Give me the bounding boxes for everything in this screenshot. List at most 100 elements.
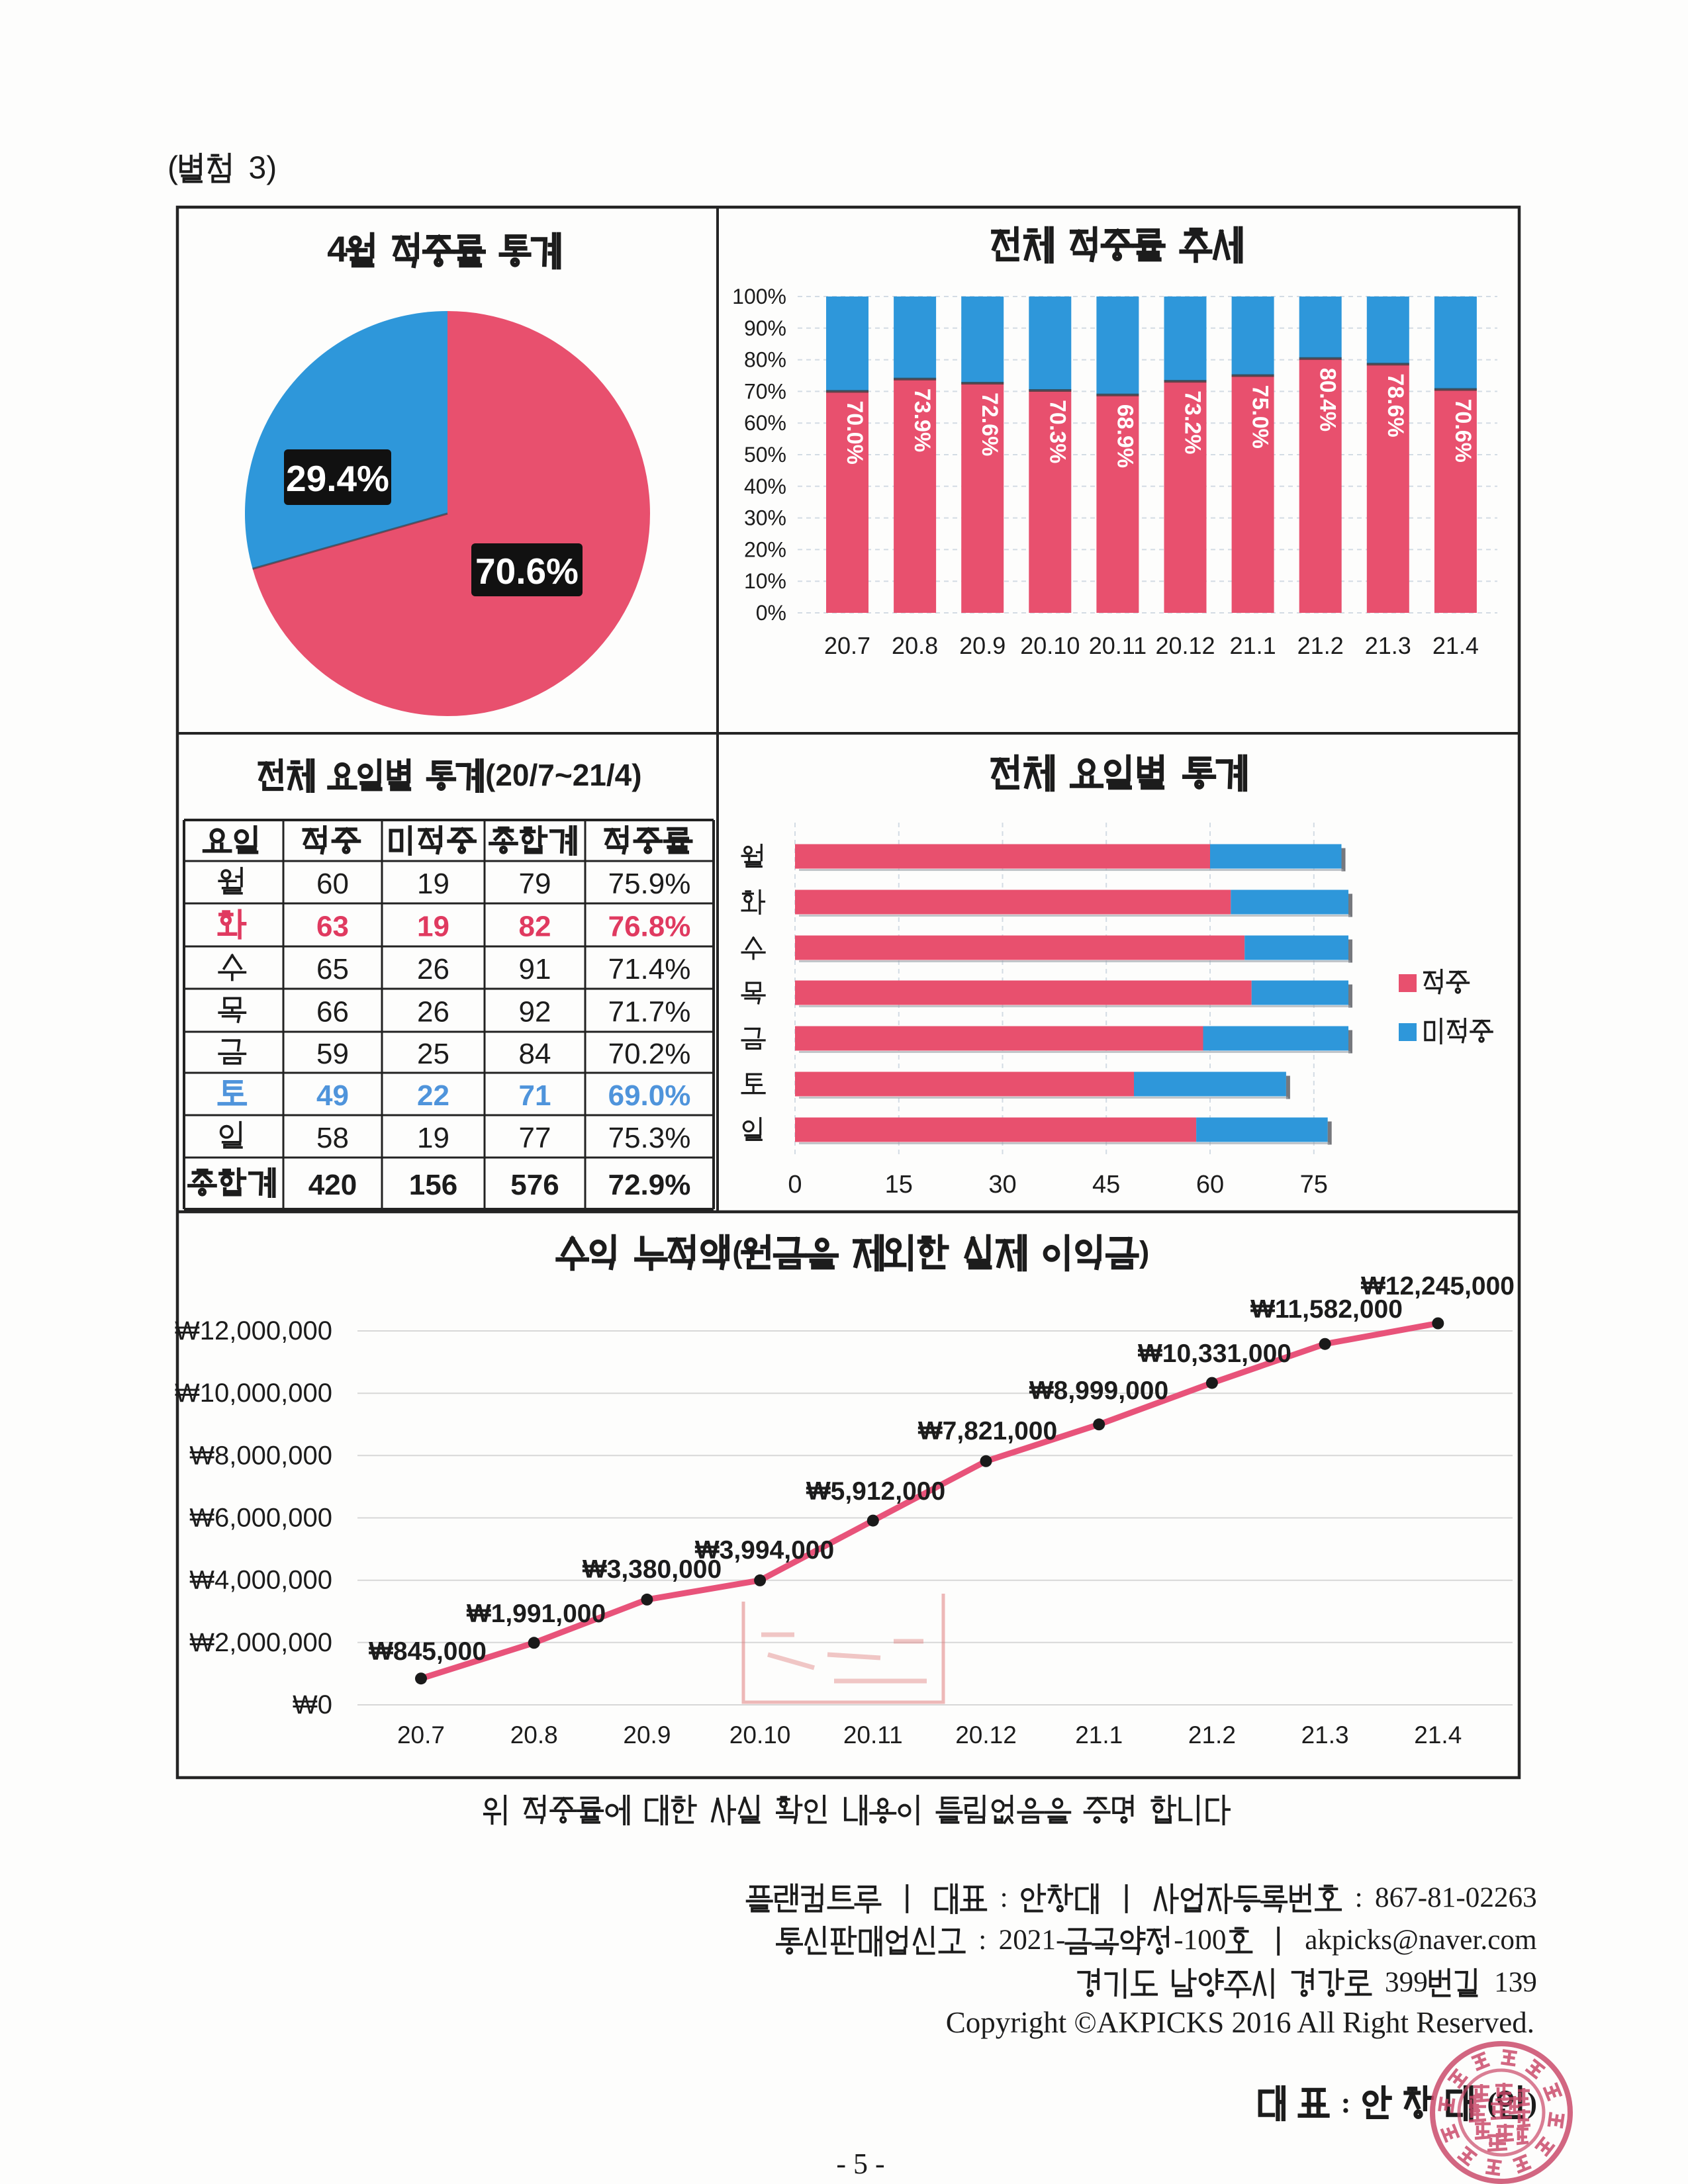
svg-text:₩8,999,000: ₩8,999,000 <box>1029 1377 1168 1405</box>
svg-text:72.6%: 72.6% <box>977 392 1002 456</box>
svg-text:80%: 80% <box>744 348 786 372</box>
svg-text:399: 399 <box>1385 1967 1428 1998</box>
svg-text:20.12: 20.12 <box>1155 632 1215 659</box>
svg-text:50%: 50% <box>744 443 786 467</box>
svg-text:21.1: 21.1 <box>1230 632 1276 659</box>
svg-text:92: 92 <box>519 996 551 1028</box>
svg-text:58: 58 <box>316 1122 349 1154</box>
svg-text:867-81-02263: 867-81-02263 <box>1375 1882 1537 1913</box>
svg-text:139: 139 <box>1494 1967 1537 1998</box>
svg-text:₩7,821,000: ₩7,821,000 <box>918 1417 1057 1445</box>
svg-text:19: 19 <box>417 911 449 943</box>
svg-text:60: 60 <box>1196 1171 1224 1199</box>
svg-text:70.6%: 70.6% <box>1450 399 1476 463</box>
svg-text:₩10,331,000: ₩10,331,000 <box>1138 1340 1291 1368</box>
svg-text:73.2%: 73.2% <box>1180 390 1205 454</box>
svg-text:77: 77 <box>519 1122 551 1154</box>
svg-text:21.4: 21.4 <box>1432 632 1479 659</box>
svg-text:20.8: 20.8 <box>510 1721 558 1749</box>
svg-text:76.8%: 76.8% <box>608 911 691 943</box>
svg-text:(20/7~21/4): (20/7~21/4) <box>485 758 642 792</box>
svg-text:40%: 40% <box>744 475 786 498</box>
svg-text:79: 79 <box>519 868 551 900</box>
svg-text:30%: 30% <box>744 506 786 530</box>
svg-text:60%: 60% <box>744 411 786 435</box>
svg-text:₩3,994,000: ₩3,994,000 <box>695 1536 834 1565</box>
svg-text:22: 22 <box>417 1079 449 1112</box>
svg-text:21.3: 21.3 <box>1301 1721 1349 1749</box>
svg-text:75.9%: 75.9% <box>608 868 691 900</box>
svg-text:20.7: 20.7 <box>824 632 870 659</box>
svg-text:75: 75 <box>1300 1171 1328 1199</box>
svg-text:576: 576 <box>510 1169 559 1201</box>
svg-text:75.3%: 75.3% <box>608 1122 691 1154</box>
svg-text:20.9: 20.9 <box>959 632 1006 659</box>
svg-text:71: 71 <box>519 1079 551 1112</box>
svg-text:): ) <box>1139 1235 1149 1269</box>
svg-text:2021-: 2021- <box>999 1925 1066 1956</box>
svg-text:10%: 10% <box>744 569 786 593</box>
svg-text:49: 49 <box>316 1079 349 1112</box>
svg-text:₩4,000,000: ₩4,000,000 <box>189 1566 332 1595</box>
svg-text:-100: -100 <box>1174 1925 1226 1956</box>
svg-text:21.1: 21.1 <box>1075 1721 1123 1749</box>
svg-text:78.6%: 78.6% <box>1383 373 1408 437</box>
svg-text:₩10,000,000: ₩10,000,000 <box>175 1379 332 1408</box>
svg-text:20.7: 20.7 <box>397 1721 445 1749</box>
svg-text:₩1,991,000: ₩1,991,000 <box>467 1600 606 1628</box>
svg-text:70.2%: 70.2% <box>608 1038 691 1070</box>
svg-text:70.6%: 70.6% <box>475 551 579 592</box>
svg-text:akpicks@naver.com: akpicks@naver.com <box>1305 1925 1536 1956</box>
svg-text:71.4%: 71.4% <box>608 953 691 985</box>
svg-text:72.9%: 72.9% <box>608 1169 691 1201</box>
svg-text:21.3: 21.3 <box>1365 632 1411 659</box>
svg-text:82: 82 <box>519 911 551 943</box>
svg-text:20.10: 20.10 <box>729 1721 791 1749</box>
svg-text:₩2,000,000: ₩2,000,000 <box>189 1628 332 1657</box>
svg-text:25: 25 <box>417 1038 449 1070</box>
svg-text:₩11,582,000: ₩11,582,000 <box>1250 1295 1403 1324</box>
svg-text:100%: 100% <box>732 285 786 308</box>
svg-text:68.9%: 68.9% <box>1112 404 1137 468</box>
svg-text:₩8,000,000: ₩8,000,000 <box>189 1441 332 1470</box>
svg-text:45: 45 <box>1092 1171 1120 1199</box>
svg-text:90%: 90% <box>744 316 786 340</box>
svg-text:84: 84 <box>519 1038 551 1070</box>
svg-text:₩0: ₩0 <box>293 1690 332 1719</box>
svg-text::: : <box>1355 1882 1363 1913</box>
svg-text:0: 0 <box>788 1171 802 1199</box>
svg-text:63: 63 <box>316 911 349 943</box>
svg-text:70.3%: 70.3% <box>1045 400 1070 463</box>
svg-text:60: 60 <box>316 868 349 900</box>
svg-text:71.7%: 71.7% <box>608 996 691 1028</box>
svg-text:20.11: 20.11 <box>1089 632 1147 659</box>
svg-text:(: ( <box>167 150 178 185</box>
svg-text:20.12: 20.12 <box>955 1721 1017 1749</box>
svg-text::: : <box>1000 1882 1008 1913</box>
svg-text:₩6,000,000: ₩6,000,000 <box>189 1504 332 1533</box>
svg-text:30: 30 <box>988 1171 1016 1199</box>
svg-text:19: 19 <box>417 1122 449 1154</box>
svg-text:70%: 70% <box>744 379 786 403</box>
svg-text:26: 26 <box>417 996 449 1028</box>
svg-text:3): 3) <box>249 150 277 185</box>
svg-text:21.2: 21.2 <box>1188 1721 1236 1749</box>
svg-text:15: 15 <box>885 1171 913 1199</box>
svg-text:420: 420 <box>308 1169 357 1201</box>
svg-text:20%: 20% <box>744 537 786 561</box>
svg-text:75.0%: 75.0% <box>1248 385 1273 449</box>
svg-text:Copyright ©AKPICKS 2016 All Ri: Copyright ©AKPICKS 2016 All Right Reserv… <box>946 2006 1534 2039</box>
svg-text:65: 65 <box>316 953 349 985</box>
svg-text:0%: 0% <box>756 601 786 625</box>
svg-text:20.9: 20.9 <box>623 1721 671 1749</box>
svg-text:4: 4 <box>327 228 348 269</box>
svg-text:(: ( <box>732 1235 743 1269</box>
svg-text:29.4%: 29.4% <box>286 458 389 499</box>
svg-text:69.0%: 69.0% <box>608 1079 691 1112</box>
svg-text:₩12,245,000: ₩12,245,000 <box>1361 1272 1515 1300</box>
svg-text:26: 26 <box>417 953 449 985</box>
svg-text:20.11: 20.11 <box>843 1721 903 1749</box>
svg-text:91: 91 <box>519 953 551 985</box>
svg-text::: : <box>978 1925 986 1956</box>
svg-text:20.8: 20.8 <box>892 632 938 659</box>
